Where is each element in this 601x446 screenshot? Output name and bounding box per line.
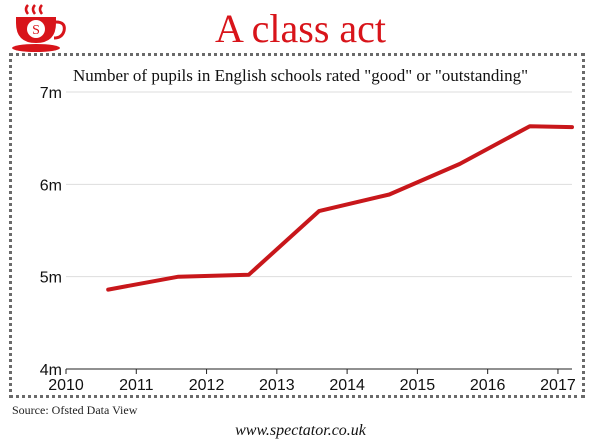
- x-tick-label: 2017: [540, 377, 576, 394]
- chart-frame: [9, 53, 585, 398]
- chart-subtitle: Number of pupils in English schools rate…: [72, 66, 529, 85]
- x-tick-label: 2010: [48, 377, 84, 394]
- x-tick-label: 2013: [259, 377, 295, 394]
- y-tick-label: 6m: [40, 177, 62, 194]
- x-tick-label: 2015: [400, 377, 436, 394]
- x-tick-label: 2012: [189, 377, 225, 394]
- x-tick-label: 2016: [470, 377, 506, 394]
- y-tick-label: 5m: [40, 270, 62, 287]
- source-note: Source: Ofsted Data View: [12, 403, 138, 417]
- series-line: [106, 124, 574, 292]
- y-tick-label: 4m: [40, 362, 62, 379]
- chart-title: A class act: [214, 6, 387, 51]
- y-tick-label: 7m: [40, 85, 62, 102]
- logo-letter: S: [32, 23, 40, 38]
- x-tick-label: 2014: [329, 377, 365, 394]
- website-url[interactable]: www.spectator.co.uk: [235, 422, 366, 439]
- x-tick-label: 2011: [119, 377, 154, 394]
- spectator-cup-logo: S: [12, 4, 66, 52]
